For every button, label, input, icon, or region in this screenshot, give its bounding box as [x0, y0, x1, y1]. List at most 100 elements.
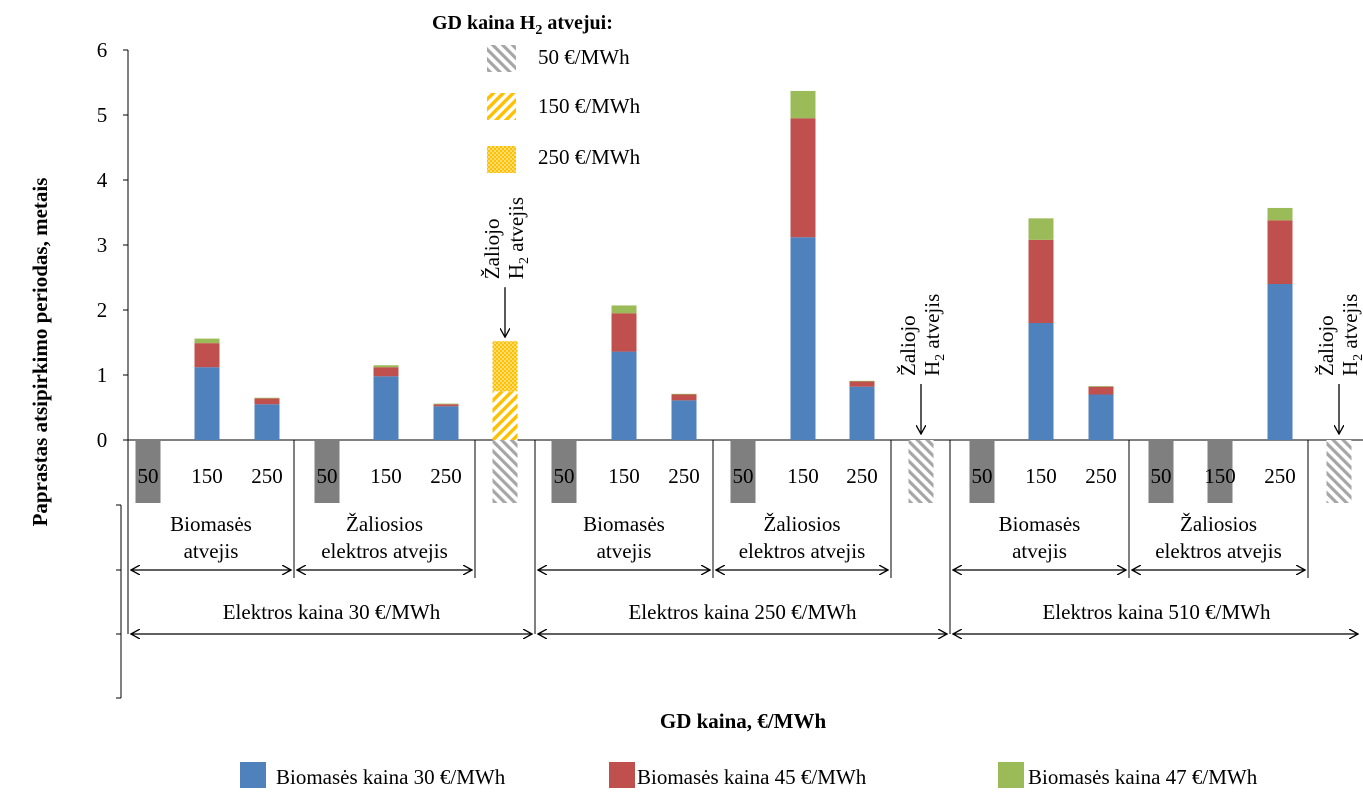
bar-negative — [1148, 440, 1174, 503]
category-label: 250 — [251, 464, 283, 488]
h2-price-legend: GD kaina H2 atvejui: 50 €/MWh 150 €/MWh 250… — [432, 12, 641, 173]
axes: 0 1 2 3 4 5 6 — [97, 38, 1363, 699]
subgroup-label: Žaliosios — [764, 512, 841, 536]
category-label: 150 — [1204, 464, 1236, 488]
subgroup-label: atvejis — [184, 539, 239, 563]
bar-segment — [849, 386, 875, 440]
bar-segment — [254, 397, 280, 399]
bar-segment — [433, 406, 459, 440]
bar-segment — [1267, 207, 1293, 221]
bar-segment — [671, 394, 697, 401]
bar-segment — [254, 398, 280, 405]
price-group-label: Elektros kaina 510 €/MWh — [1042, 600, 1271, 624]
y-tick-label: 1 — [97, 363, 108, 387]
bar-segment — [611, 351, 637, 440]
category-label: 250 — [430, 464, 462, 488]
series-legend: Biomasės kaina 30 €/MWh Biomasės kaina 45… — [240, 762, 1258, 789]
h2-legend-swatch — [487, 45, 516, 72]
bar-segment — [611, 313, 637, 352]
legend-swatch — [240, 762, 266, 788]
h2-legend-label: 50 €/MWh — [538, 45, 630, 69]
category-label: 250 — [1264, 464, 1296, 488]
category-label: 250 — [846, 464, 878, 488]
bar-negative — [135, 440, 161, 503]
legend-label: Biomasės kaina 47 €/MWh — [1028, 765, 1258, 789]
y-tick-label: 6 — [97, 38, 108, 62]
y-tick-label: 3 — [97, 233, 108, 257]
subgroup-label: elektros atvejis — [1155, 539, 1282, 563]
legend-swatch — [609, 762, 635, 788]
bar-segment — [849, 381, 875, 387]
category-label: 50 — [317, 464, 338, 488]
x-axis-title: GD kaina, €/MWh — [660, 709, 827, 733]
bar-segment — [1088, 386, 1114, 387]
bar-segment — [1028, 239, 1054, 323]
bar-negative — [730, 440, 756, 503]
category-label: 50 — [138, 464, 159, 488]
category-label: 150 — [787, 464, 819, 488]
subgroup-label: elektros atvejis — [739, 539, 866, 563]
y-tick-label: 2 — [97, 298, 108, 322]
bars — [135, 90, 1352, 503]
subgroup-label: Biomasės — [999, 512, 1081, 536]
subgroup-label: atvejis — [1012, 539, 1067, 563]
bar-segment — [611, 305, 637, 314]
y-tick-label: 0 — [97, 428, 108, 452]
h2-legend-label: 150 €/MWh — [538, 94, 641, 118]
bar-segment — [194, 338, 220, 344]
bar-segment — [849, 380, 875, 382]
bar-negative — [314, 440, 340, 503]
subgroup-label: Biomasės — [583, 512, 665, 536]
h2-legend-swatch — [487, 93, 516, 120]
bar-segment — [373, 376, 399, 440]
h2-legend-swatch — [487, 146, 516, 173]
category-label: 50 — [554, 464, 575, 488]
price-group-label: Elektros kaina 250 €/MWh — [628, 600, 857, 624]
bar-segment — [433, 404, 459, 407]
bar-segment — [1028, 218, 1054, 240]
bar-segment — [671, 393, 697, 395]
bar-segment — [194, 367, 220, 440]
category-label: 50 — [733, 464, 754, 488]
bar-segment — [790, 237, 816, 440]
h2-annotation-line2: H2 atvejis — [1338, 294, 1363, 376]
bar-segment — [433, 403, 459, 405]
h2-annotation-line1: Žaliojo — [480, 219, 504, 280]
h2-legend-label: 250 €/MWh — [538, 145, 641, 169]
category-label: 150 — [608, 464, 640, 488]
y-axis-title: Paprastas atsipirkimo periodas, metais — [28, 178, 52, 527]
y-tick-label: 4 — [97, 168, 108, 192]
h2-legend-title: GD kaina H2 atvejui: — [432, 12, 613, 38]
category-label: 150 — [191, 464, 223, 488]
bar-segment — [373, 367, 399, 377]
legend-label: Biomasės kaina 45 €/MWh — [637, 765, 867, 789]
bar-segment — [1267, 220, 1293, 284]
legend-swatch — [998, 762, 1024, 788]
subgroup-label: elektros atvejis — [321, 539, 448, 563]
bar-segment — [254, 404, 280, 440]
h2-bar-negative — [1326, 440, 1352, 503]
h2-annotation-line2: H2 atvejis — [504, 197, 532, 279]
h2-bar-negative — [908, 440, 934, 503]
bar-segment — [1088, 386, 1114, 395]
bar-segment — [1088, 394, 1114, 440]
category-label: 250 — [668, 464, 700, 488]
h2-bar-negative — [492, 440, 518, 503]
bar-negative — [551, 440, 577, 503]
subgroup-label: Biomasės — [170, 512, 252, 536]
bar-segment — [1267, 284, 1293, 440]
bar-negative — [1207, 440, 1233, 503]
category-label: 250 — [1085, 464, 1117, 488]
y-tick-label: 5 — [97, 103, 108, 127]
category-label: 50 — [1151, 464, 1172, 488]
legend-label: Biomasės kaina 30 €/MWh — [276, 765, 506, 789]
category-label: 50 — [972, 464, 993, 488]
h2-annotation-line2: H2 atvejis — [920, 294, 948, 376]
category-label: 150 — [370, 464, 402, 488]
bar-segment — [373, 365, 399, 368]
